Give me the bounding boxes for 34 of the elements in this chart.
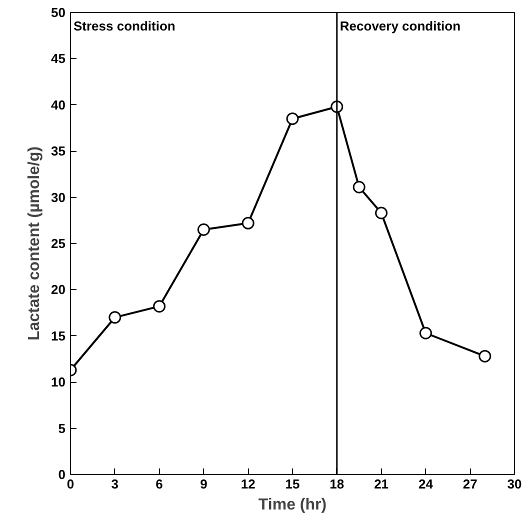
y-tick-label: 30 [51, 190, 66, 205]
annotation: Recovery condition [340, 18, 461, 34]
y-tick-label: 10 [51, 374, 66, 390]
x-tick-label: 9 [200, 476, 208, 492]
x-tick-label: 12 [240, 476, 256, 492]
x-tick-label: 24 [418, 476, 434, 492]
y-tick-label: 5 [58, 420, 66, 436]
point [242, 216, 254, 230]
y-tick-label: 25 [51, 236, 66, 251]
x-tick-label: 18 [330, 476, 344, 492]
point [197, 223, 210, 236]
y-tick-label: 35 [51, 144, 66, 159]
y-tick-label: 45 [51, 51, 66, 66]
y-tick-label: 40 [51, 97, 66, 112]
x-tick-label: 27 [462, 476, 478, 492]
x-tick-label: 15 [285, 476, 300, 492]
point [375, 206, 388, 220]
x-tick-label: 30 [507, 476, 522, 492]
point [419, 326, 432, 340]
point [108, 311, 122, 324]
y-tick-label: 50 [51, 5, 66, 20]
point [286, 112, 299, 125]
point [352, 180, 366, 194]
y-tick-label: 15 [51, 328, 66, 344]
point [153, 300, 166, 313]
x-axis-title: Time (hr) [258, 496, 327, 514]
y-tick-label: 20 [51, 282, 66, 298]
point [478, 350, 492, 362]
y-tick-label: 0 [58, 467, 66, 482]
annotation: Stress condition [74, 18, 176, 34]
x-tick-label: 6 [156, 476, 163, 492]
x-tick-label: 21 [374, 476, 389, 492]
x-tick-label: 3 [111, 476, 119, 492]
y-axis-title: Lactate content (µmole/g) [26, 146, 44, 341]
